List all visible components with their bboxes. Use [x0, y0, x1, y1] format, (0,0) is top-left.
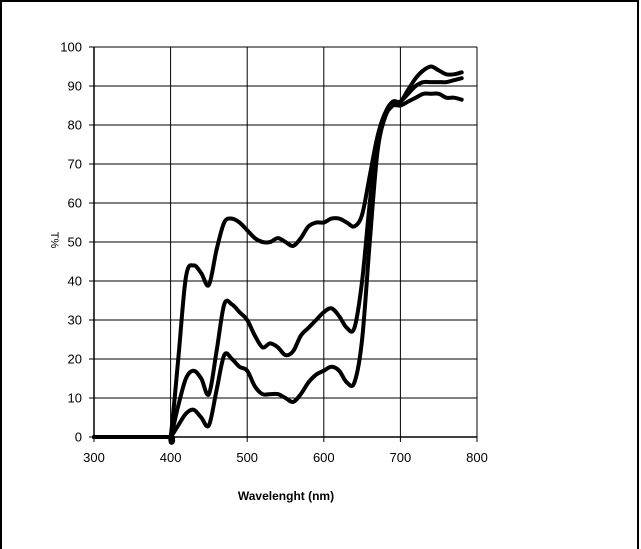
- y-tick-label: 60: [68, 196, 82, 211]
- x-tick-label: 600: [313, 450, 335, 465]
- y-tick-label: 30: [68, 313, 82, 328]
- y-tick-label: 0: [75, 430, 82, 445]
- y-tick-label: 40: [68, 274, 82, 289]
- x-tick-label: 700: [390, 450, 412, 465]
- y-tick-label: 70: [68, 157, 82, 172]
- y-tick-labels: 0 10 20 30 40 50 60 70 80 90 100: [60, 40, 82, 445]
- series-line-3: [92, 76, 464, 440]
- x-tick-label: 500: [236, 450, 258, 465]
- x-tick-label: 300: [83, 450, 105, 465]
- y-tick-label: 10: [68, 391, 82, 406]
- x-tick-label: 400: [160, 450, 182, 465]
- series-line-2: [92, 64, 464, 442]
- y-tick-label: 90: [68, 79, 82, 94]
- y-axis-label: T%: [48, 232, 60, 249]
- series-lines: [92, 64, 464, 445]
- y-tick-label: 50: [68, 235, 82, 250]
- x-tick-label: 800: [466, 450, 488, 465]
- series-line-1: [92, 91, 464, 445]
- y-tick-label: 20: [68, 352, 82, 367]
- x-axis-label: Wavelenght (nm): [238, 489, 334, 503]
- y-tick-label: 100: [60, 40, 82, 55]
- x-tick-labels: 300 400 500 600 700 800: [83, 450, 488, 465]
- grid: [89, 46, 478, 442]
- y-tick-label: 80: [68, 118, 82, 133]
